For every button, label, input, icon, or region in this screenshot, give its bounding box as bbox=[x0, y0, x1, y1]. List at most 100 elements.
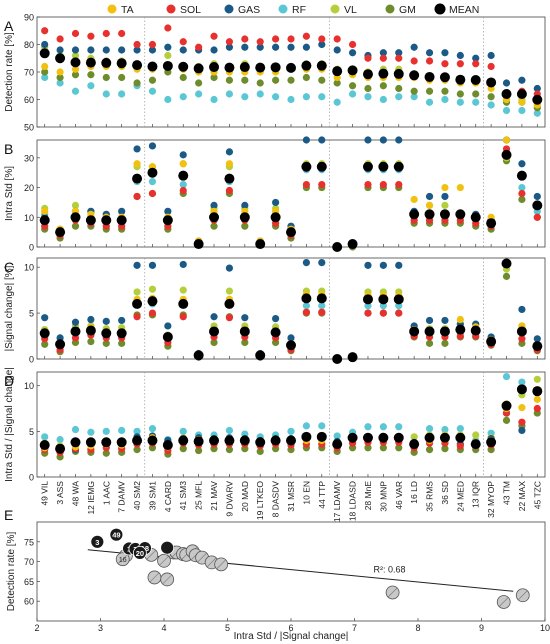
e-point: 16 bbox=[115, 552, 130, 567]
point-sol bbox=[179, 313, 187, 321]
point-mean bbox=[55, 53, 66, 64]
y-tick-label: 10 bbox=[24, 213, 34, 223]
y-tick-label: 80 bbox=[24, 40, 34, 50]
category-label: 41 SM3 bbox=[178, 481, 188, 511]
point-ta bbox=[441, 183, 449, 192]
legend-marker bbox=[385, 4, 395, 14]
point-gm bbox=[118, 73, 126, 82]
category-label: 24 MED bbox=[455, 481, 465, 512]
point-gas bbox=[518, 426, 526, 435]
point-rf bbox=[318, 93, 326, 101]
point-mean bbox=[439, 72, 450, 83]
point-mean bbox=[255, 62, 266, 73]
point-gas bbox=[472, 54, 480, 62]
category-label: 35 RMS bbox=[425, 481, 435, 512]
point-rf bbox=[87, 428, 95, 436]
point-mean bbox=[470, 212, 481, 223]
point-mean bbox=[116, 437, 127, 448]
point-gas bbox=[425, 192, 434, 201]
point-gm bbox=[56, 73, 64, 82]
point-ta bbox=[518, 98, 526, 106]
point-mean bbox=[270, 327, 281, 338]
point-hatch bbox=[197, 552, 207, 563]
point-sol bbox=[348, 40, 357, 49]
point-rf bbox=[441, 425, 449, 434]
point-mean bbox=[116, 58, 127, 69]
legend-label: VL bbox=[344, 4, 357, 16]
point-label: 49 bbox=[112, 531, 120, 540]
point-sol bbox=[164, 24, 172, 32]
point-mean bbox=[455, 74, 466, 85]
point-rf bbox=[179, 180, 187, 189]
point-vl bbox=[441, 201, 449, 209]
y-tick-label: 70 bbox=[24, 557, 34, 567]
legend-entry-rf: RF bbox=[278, 4, 306, 16]
legend-label: GM bbox=[399, 4, 416, 16]
point-gas bbox=[133, 145, 141, 153]
category-label: 7 DAMV bbox=[117, 481, 127, 513]
point-sol bbox=[256, 38, 264, 46]
point-ta bbox=[179, 160, 187, 168]
category-label: 12 IEMG bbox=[86, 481, 96, 515]
point-rf bbox=[102, 90, 110, 98]
point-mean bbox=[332, 242, 343, 252]
point-rf bbox=[456, 425, 464, 433]
point-gm bbox=[241, 76, 249, 84]
point-mean bbox=[193, 436, 204, 447]
point-mean bbox=[378, 68, 389, 79]
point-gas bbox=[241, 201, 249, 209]
point-sol bbox=[333, 35, 341, 43]
point-sol bbox=[56, 35, 64, 43]
point-mean bbox=[424, 71, 435, 82]
point-mean bbox=[209, 435, 220, 446]
legend-marker bbox=[107, 4, 117, 14]
point-rf bbox=[241, 93, 249, 101]
point-rf bbox=[518, 106, 526, 115]
point-ta bbox=[533, 395, 541, 403]
point-mean bbox=[162, 331, 173, 342]
point-rf bbox=[425, 98, 434, 106]
point-mean bbox=[362, 161, 373, 172]
plot-frame bbox=[36, 371, 546, 478]
point-vl bbox=[71, 201, 80, 209]
point-gas bbox=[379, 49, 387, 57]
point-gas bbox=[118, 316, 126, 325]
point-mean bbox=[85, 215, 96, 226]
point-gm bbox=[71, 71, 80, 79]
y-tick-label: 90 bbox=[24, 13, 34, 23]
point-mean bbox=[316, 431, 327, 442]
e-point bbox=[214, 557, 229, 572]
point-gm bbox=[441, 339, 449, 347]
point-hatch bbox=[149, 572, 160, 583]
point-ta bbox=[456, 183, 464, 192]
point-gas bbox=[302, 43, 310, 51]
y-axis-label: Detection rate [%] bbox=[6, 532, 17, 612]
y-axis-label: |Signal change| [%] bbox=[4, 265, 15, 351]
x-tick-label: 10 bbox=[540, 623, 550, 633]
point-gm bbox=[456, 90, 464, 98]
point-gm bbox=[379, 82, 387, 90]
point-mean bbox=[178, 298, 189, 309]
e-point bbox=[157, 553, 171, 568]
point-rf bbox=[425, 425, 434, 433]
point-mean bbox=[347, 352, 358, 363]
category-label: 17 LDAMV bbox=[332, 481, 342, 522]
point-gas bbox=[533, 335, 541, 343]
point-gas bbox=[287, 334, 295, 342]
point-gm bbox=[133, 446, 141, 454]
point-gas bbox=[533, 84, 541, 93]
category-label: 13 IQR bbox=[471, 481, 481, 508]
point-mean bbox=[85, 437, 96, 448]
point-rf bbox=[379, 95, 387, 104]
point-ta bbox=[425, 201, 434, 209]
y-axis-label: Intra Std [%] bbox=[4, 166, 15, 221]
y-tick-label: 50 bbox=[24, 123, 34, 133]
point-mean bbox=[532, 386, 543, 397]
point-gm bbox=[287, 76, 295, 84]
point-mean bbox=[439, 326, 450, 337]
point-mean bbox=[516, 326, 527, 337]
point-gas bbox=[148, 46, 157, 54]
point-gm bbox=[518, 195, 526, 204]
point-mean bbox=[55, 443, 66, 454]
point-rf bbox=[256, 90, 264, 98]
